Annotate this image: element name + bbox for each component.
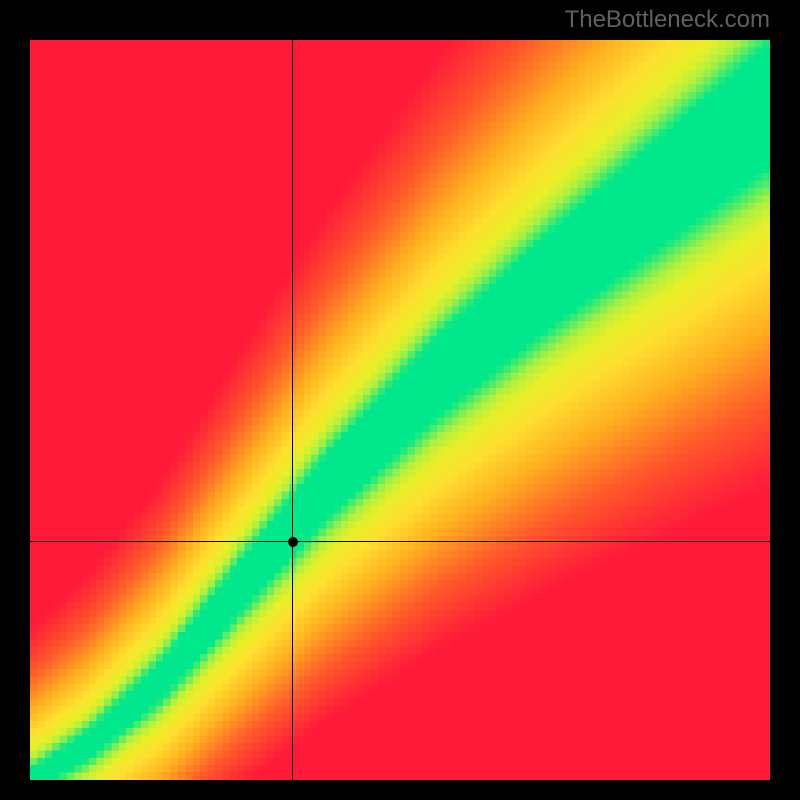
crosshair-vertical (292, 40, 293, 780)
bottleneck-heatmap (30, 40, 770, 780)
watermark-text: TheBottleneck.com (565, 6, 770, 34)
chart-container: TheBottleneck.com (0, 0, 800, 800)
crosshair-dot (288, 537, 298, 547)
crosshair-horizontal (30, 541, 770, 542)
